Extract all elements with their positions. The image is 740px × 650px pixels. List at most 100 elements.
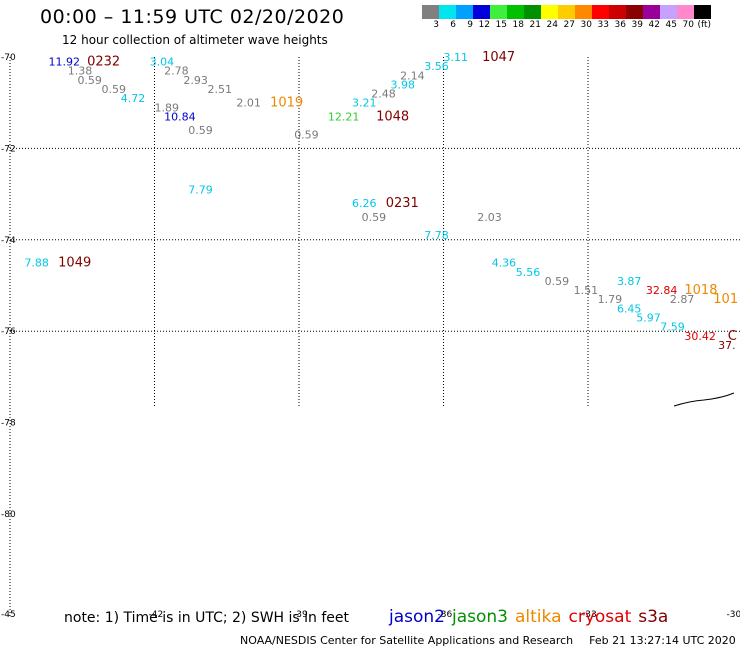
- legend-swatch: [422, 5, 439, 19]
- wave-height-value: 0.59: [77, 74, 102, 87]
- longitude-label: -45: [1, 610, 16, 620]
- latitude-label: -72: [1, 144, 16, 154]
- wave-height-value: 2.01: [236, 97, 260, 110]
- wave-height-value: 2.93: [183, 74, 208, 87]
- wave-height-value: 6.45: [617, 302, 642, 315]
- legend-tick: (ft): [697, 20, 711, 30]
- pass-id-label: 1047: [482, 50, 515, 65]
- longitude-label: -36: [438, 610, 453, 620]
- legend-tick: 33: [597, 20, 609, 30]
- wave-height-value: 3.87: [617, 275, 642, 288]
- legend-tick: 24: [546, 20, 558, 30]
- map-subtitle: 12 hour collection of altimeter wave hei…: [62, 33, 328, 47]
- wave-height-legend: 3 6 9 12 15 18 21 24 27 30 33 36 39 42 45 70 (ft): [422, 5, 711, 30]
- legend-swatch: [575, 5, 592, 19]
- legend-tick: 39: [631, 20, 643, 30]
- legend-tick: 9: [467, 20, 473, 30]
- legend-swatch: [694, 5, 711, 19]
- wave-height-value: 7.88: [24, 257, 49, 270]
- satellite-key: jason2 jason3 altika cryosat s3a: [389, 607, 675, 627]
- wave-height-value: 7.78: [424, 229, 449, 242]
- legend-swatch: [643, 5, 660, 19]
- wave-height-value: 1.51: [574, 284, 599, 297]
- legend-swatch: [456, 5, 473, 19]
- satellite-s3a: s3a: [638, 607, 669, 627]
- satellite-jason2: jason2: [389, 607, 445, 627]
- legend-swatch: [609, 5, 626, 19]
- wave-height-value: 3.98: [391, 78, 416, 91]
- satellite-altika: altika: [515, 607, 562, 627]
- legend-swatch: [541, 5, 558, 19]
- legend-tick: 6: [450, 20, 456, 30]
- wave-height-value: 30.42: [684, 330, 716, 343]
- wave-height-value: 3.11: [444, 51, 469, 64]
- wave-height-value: 2.03: [477, 211, 502, 224]
- latitude-label: -74: [1, 236, 16, 246]
- satellite-jason3: jason3: [452, 607, 508, 627]
- legend-tick: 12: [478, 20, 490, 30]
- legend-swatch: [490, 5, 507, 19]
- legend-swatch: [507, 5, 524, 19]
- wave-height-value: 32.84: [646, 284, 678, 297]
- coastline: [673, 392, 735, 407]
- wave-height-value: 5.56: [516, 266, 541, 279]
- wave-height-value: 2.78: [164, 65, 189, 78]
- legend-tick: 18: [512, 20, 524, 30]
- wave-height-value: 10.84: [164, 110, 196, 123]
- wave-height-value: 0.59: [545, 275, 570, 288]
- pass-id-label: C: [728, 329, 737, 344]
- longitude-label: -30: [727, 610, 740, 620]
- pass-id-label: 1049: [58, 256, 91, 271]
- wave-height-value: 0.59: [188, 124, 213, 137]
- wave-height-value: 3.21: [352, 97, 377, 110]
- wave-height-value: 4.36: [492, 257, 517, 270]
- wave-height-value: 4.72: [121, 92, 146, 105]
- wave-height-value: 7.59: [660, 321, 685, 334]
- legend-tick: 36: [614, 20, 626, 30]
- legend-tick: 42: [648, 20, 660, 30]
- wave-height-value: 7.79: [188, 184, 213, 197]
- wave-height-value: 37.: [718, 339, 736, 352]
- latitude-label: -80: [1, 510, 16, 520]
- pass-id-label: 1048: [376, 109, 409, 124]
- wave-height-value: 5.97: [636, 311, 661, 324]
- legend-ticks: 3 6 9 12 15 18 21 24 27 30 33 36 39 42 45 70 (ft): [422, 20, 711, 30]
- wave-height-value: 2.48: [371, 88, 396, 101]
- generated-timestamp: Feb 21 13:27:14 UTC 2020: [589, 634, 736, 647]
- longitude-label: -42: [149, 610, 164, 620]
- latitude-label: -76: [1, 327, 16, 337]
- wave-height-value: 6.26: [352, 197, 377, 210]
- wave-height-value: 0.59: [294, 129, 319, 142]
- legend-swatch: [677, 5, 694, 19]
- legend-tick: 70: [682, 20, 694, 30]
- legend-swatch: [439, 5, 456, 19]
- legend-swatch: [660, 5, 677, 19]
- wave-height-value: 2.14: [400, 69, 425, 82]
- legend-tick: 21: [529, 20, 541, 30]
- legend-tick: 45: [665, 20, 677, 30]
- longitude-label: -33: [582, 610, 597, 620]
- satellite-cryosat: cryosat: [568, 607, 632, 627]
- pass-id-label: 0232: [87, 55, 120, 70]
- wave-height-value: 3.56: [424, 60, 449, 73]
- legend-tick: 15: [495, 20, 507, 30]
- pass-id-label: 1018: [684, 283, 717, 298]
- pass-id-label: 0231: [386, 196, 419, 211]
- wave-height-value: 1.38: [68, 65, 93, 78]
- latitude-label: -78: [1, 419, 16, 429]
- legend-swatch: [592, 5, 609, 19]
- pass-id-label: 101: [713, 292, 738, 307]
- latitude-label: -70: [1, 53, 16, 63]
- legend-swatches: [422, 5, 711, 19]
- credit-line: NOAA/NESDIS Center for Satellite Applica…: [240, 634, 574, 647]
- wave-height-value: 3.04: [150, 56, 175, 69]
- wave-height-value: 0.59: [362, 211, 387, 224]
- legend-swatch: [558, 5, 575, 19]
- wave-height-value: 2.87: [670, 293, 695, 306]
- wave-height-value: 12.21: [328, 110, 360, 123]
- wave-height-value: 2.51: [207, 83, 232, 96]
- wave-height-value: 1.79: [598, 293, 623, 306]
- legend-tick: 27: [563, 20, 575, 30]
- legend-tick: 3: [433, 20, 439, 30]
